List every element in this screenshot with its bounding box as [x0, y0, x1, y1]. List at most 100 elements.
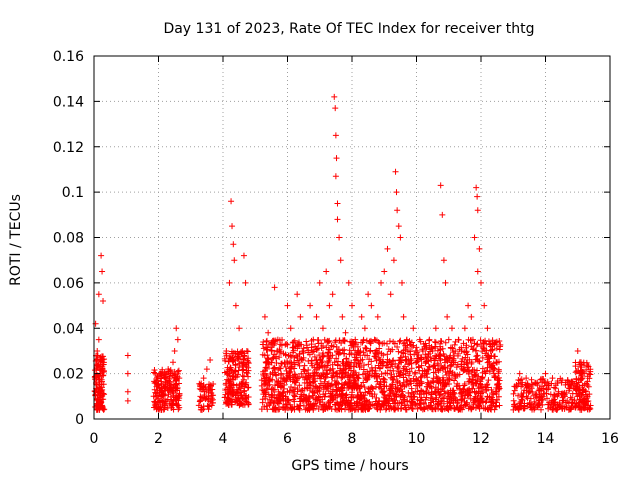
data-point	[462, 354, 469, 361]
data-point	[448, 325, 455, 332]
data-point	[397, 234, 404, 241]
data-point	[239, 383, 246, 390]
data-point	[324, 370, 331, 377]
data-point	[411, 351, 418, 358]
data-point	[232, 362, 239, 369]
data-point	[432, 355, 439, 362]
data-point	[342, 379, 349, 386]
data-point	[407, 347, 414, 354]
data-point	[208, 402, 215, 409]
data-point	[205, 406, 212, 413]
data-point	[497, 343, 504, 350]
data-point	[100, 361, 107, 368]
data-point	[348, 350, 355, 357]
data-point	[461, 349, 468, 356]
data-point	[341, 337, 348, 344]
data-point	[155, 395, 162, 402]
data-point	[225, 389, 232, 396]
data-point	[236, 364, 243, 371]
data-point	[385, 400, 392, 407]
data-point	[496, 402, 503, 409]
data-point	[410, 342, 417, 349]
data-point	[196, 398, 203, 405]
data-point	[414, 377, 421, 384]
data-point	[474, 193, 481, 200]
data-point	[384, 370, 391, 377]
data-point	[100, 381, 107, 388]
data-point	[96, 401, 103, 408]
data-point	[473, 341, 480, 348]
data-point	[261, 313, 268, 320]
data-point	[394, 386, 401, 393]
data-point	[568, 402, 575, 409]
data-point	[432, 325, 439, 332]
data-point	[401, 339, 408, 346]
data-point	[342, 329, 349, 336]
data-point	[454, 383, 461, 390]
data-point	[483, 387, 490, 394]
data-point	[271, 365, 278, 372]
data-point	[381, 376, 388, 383]
data-point	[353, 382, 360, 389]
data-point	[519, 379, 526, 386]
data-point	[349, 302, 355, 309]
data-point	[419, 347, 426, 354]
x-tick-label: 12	[472, 431, 490, 447]
data-point	[571, 397, 578, 404]
data-point	[317, 375, 324, 382]
data-point	[469, 373, 476, 380]
data-point	[244, 384, 251, 391]
data-point	[432, 343, 439, 350]
data-point	[296, 362, 303, 369]
data-point	[158, 388, 165, 395]
data-point	[338, 375, 345, 382]
data-point	[152, 389, 159, 396]
data-point	[572, 369, 579, 376]
data-point	[389, 346, 396, 353]
data-point	[496, 337, 503, 344]
data-point	[483, 397, 490, 404]
data-point	[290, 359, 297, 366]
data-point	[316, 357, 323, 364]
data-point	[310, 373, 317, 380]
data-point	[241, 353, 248, 360]
data-point	[415, 363, 422, 370]
data-point	[278, 393, 285, 400]
data-point	[432, 388, 439, 395]
data-point	[384, 364, 391, 371]
data-point	[241, 361, 248, 368]
data-point	[301, 362, 308, 369]
data-point	[308, 344, 315, 351]
data-point	[548, 397, 555, 404]
data-point	[315, 394, 322, 401]
data-point	[298, 370, 305, 377]
data-point	[539, 393, 546, 400]
data-point	[153, 390, 160, 397]
data-point	[469, 385, 476, 392]
data-point	[403, 382, 410, 389]
data-point	[419, 367, 426, 374]
data-point	[386, 338, 393, 345]
data-point	[342, 371, 349, 378]
data-point	[479, 395, 486, 402]
data-point	[268, 347, 275, 354]
data-point	[376, 373, 383, 380]
y-tick-label: 0.16	[53, 49, 84, 65]
data-point	[363, 377, 370, 384]
data-point	[157, 404, 164, 411]
data-point	[276, 392, 283, 399]
data-point	[572, 404, 579, 411]
data-point	[519, 393, 526, 400]
data-point	[271, 382, 278, 389]
data-point	[396, 338, 403, 345]
data-point	[409, 405, 416, 412]
data-point	[164, 387, 171, 394]
data-point	[583, 380, 590, 387]
data-point	[229, 384, 236, 391]
data-point	[451, 405, 458, 412]
x-tick-label: 0	[90, 431, 99, 447]
data-point	[365, 361, 372, 368]
data-point	[571, 384, 578, 391]
data-point	[229, 223, 236, 230]
data-point	[96, 366, 103, 373]
